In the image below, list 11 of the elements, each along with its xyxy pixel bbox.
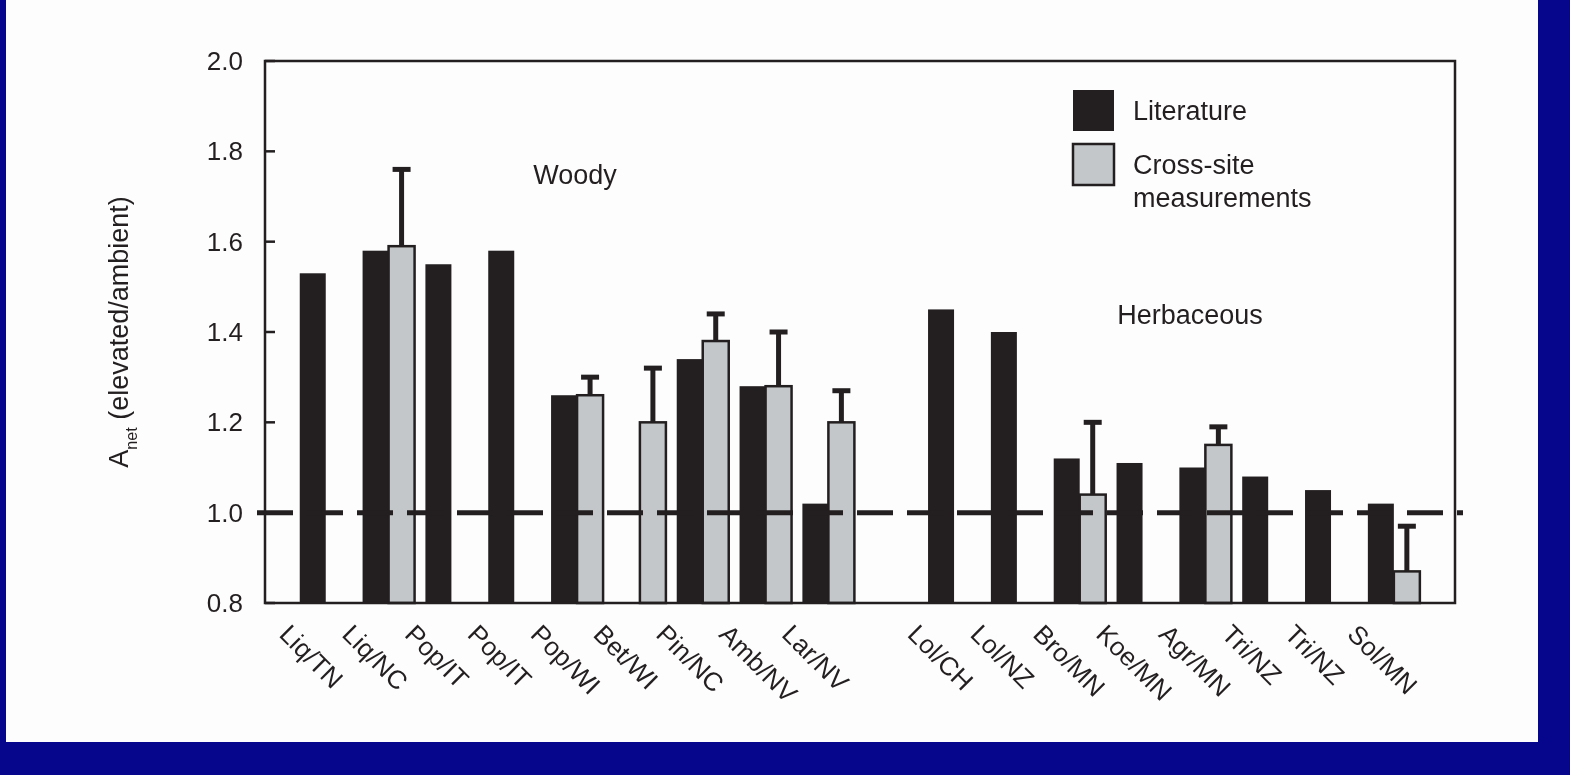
annotation: Herbaceous bbox=[1117, 300, 1263, 331]
legend-label: Cross-site measurements bbox=[1133, 150, 1312, 213]
y-tick-label: 2.0 bbox=[206, 46, 243, 77]
y-tick-label: 1.0 bbox=[206, 497, 243, 528]
y-tick-label: 1.4 bbox=[206, 317, 243, 348]
annotation: Woody bbox=[533, 160, 618, 191]
y-tick-label: 0.8 bbox=[206, 588, 243, 619]
legend-label: Literature bbox=[1133, 96, 1248, 127]
y-tick-label: 1.6 bbox=[206, 226, 243, 257]
y-tick-label: 1.8 bbox=[206, 136, 243, 167]
y-tick-label: 1.2 bbox=[206, 407, 243, 438]
